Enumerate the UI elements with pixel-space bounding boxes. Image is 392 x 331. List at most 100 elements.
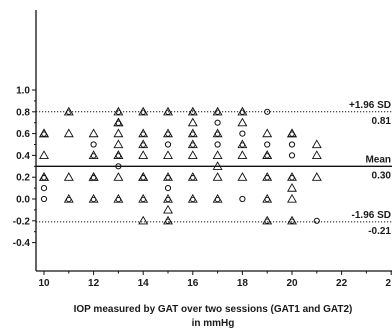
circle-marker [90,141,97,148]
circle-triangle-marker [262,215,273,225]
y-axis-ticks: -0.4 -0.2 0.0 0.2 0.4 0.6 0.8 1.0 [13,86,36,249]
triangle-marker [212,193,223,203]
triangle-marker [163,106,173,116]
triangle-marker [113,150,124,159]
plot-axes [35,10,392,272]
circle-marker [264,153,270,159]
triangle-marker [113,150,124,159]
triangle-marker [237,150,248,159]
circle-marker [313,217,320,224]
circle-marker [239,142,246,148]
triangle-marker [262,150,273,159]
circle-marker [140,142,146,148]
triangle-marker [113,117,124,127]
mean-label: Mean [365,154,391,165]
circle-marker [115,153,122,159]
y-tick-label: 0.8 [16,107,30,118]
triangle-marker [187,172,198,181]
circle-triangle-marker [212,106,223,116]
triangle-marker [138,150,149,159]
circle-triangle-marker [163,215,173,225]
x-axis-label-line2: in mmHg [192,318,235,329]
circle-marker [115,163,122,170]
circle-triangle-marker [262,172,273,181]
triangle-marker [88,193,99,203]
circle-marker [164,185,172,192]
circle-triangle-marker [113,106,124,116]
triangle-marker [187,128,198,138]
circle-marker [264,108,271,115]
circle-triangle-marker [163,193,173,203]
circle-triangle-marker [138,139,149,149]
triangle-marker [237,172,248,181]
triangle-marker [63,106,74,116]
triangle-marker [113,106,124,116]
x-tick-label: 18 [237,278,249,289]
triangle-marker [212,150,223,159]
circle-marker [190,175,196,181]
triangle-marker [63,128,74,138]
triangle-marker [262,150,273,159]
triangle-marker [88,150,99,159]
x-tick-label: 12 [88,278,100,289]
triangle-marker [163,204,173,214]
circle-marker [190,131,196,137]
triangle-marker [212,172,223,181]
circle-triangle-marker [63,106,74,116]
triangle-marker [287,193,297,203]
circle-marker [41,175,47,181]
triangle-marker [262,128,273,138]
triangle-marker [287,128,297,138]
circle-triangle-marker [88,150,99,159]
circle-marker [239,195,246,203]
triangle-marker [113,172,124,181]
y-tick-label: 0.0 [16,195,30,206]
circle-marker [40,195,48,203]
triangle-marker [39,150,49,159]
circle-marker [214,109,221,115]
circle-marker [264,141,271,148]
circle-marker [140,109,146,115]
circle-triangle-marker [113,150,124,159]
circle-marker [190,109,196,115]
circle-marker [140,175,146,181]
circle-marker [165,196,171,203]
circle-triangle-marker [187,106,198,116]
triangle-marker [138,128,149,138]
triangle-marker [63,172,74,181]
triangle-marker [212,106,223,116]
triangle-marker [138,193,149,203]
circle-marker [288,141,296,148]
triangle-marker [138,215,149,225]
circle-triangle-marker [113,117,124,127]
circle-triangle-marker [237,139,248,149]
triangle-marker [39,172,49,181]
circle-triangle-marker [39,172,49,181]
triangle-marker [88,172,99,181]
circle-triangle-marker [163,128,173,138]
circle-marker [289,218,295,224]
circle-triangle-marker [212,193,223,203]
circle-marker [214,119,221,126]
triangle-marker [237,117,248,127]
circle-marker [90,196,97,203]
triangle-marker [138,172,149,181]
triangle-marker [163,172,173,181]
y-tick-label: 1.0 [16,86,30,97]
circle-triangle-marker [113,193,124,203]
circle-triangle-marker [138,172,149,181]
lower-limit-label: -1.96 SD [352,210,391,221]
circle-marker [40,185,48,192]
x-axis-ticks: 10 12 14 16 18 20 22 2 [38,271,392,289]
y-tick-label: -0.4 [13,238,31,249]
circle-triangle-marker [262,193,273,203]
triangle-marker [113,139,124,149]
circle-triangle-marker [262,150,273,159]
x-tick-label: 10 [38,278,50,289]
circle-marker [115,196,122,203]
y-tick-label: 0.2 [16,173,30,184]
triangle-marker [39,128,49,138]
triangle-marker [187,106,198,116]
triangle-marker [163,193,173,203]
triangle-marker [287,128,297,138]
